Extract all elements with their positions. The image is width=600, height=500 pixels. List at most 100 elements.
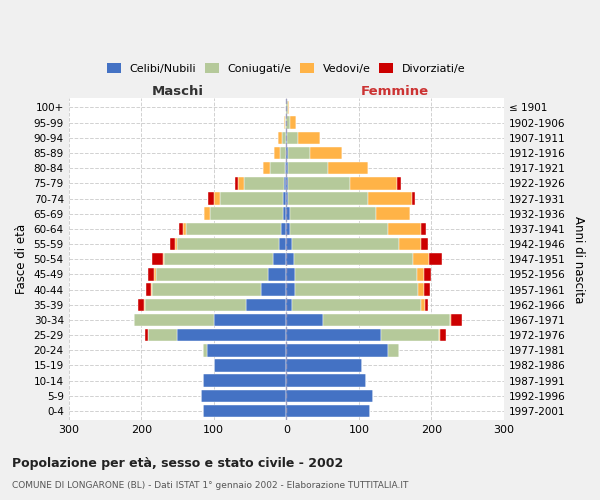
Text: Femmine: Femmine [361,84,429,98]
Bar [286,101,288,114]
Bar [288,162,328,174]
Bar [388,222,421,235]
Bar [154,268,156,280]
Bar [286,177,289,190]
Bar [263,162,271,174]
Bar [429,253,442,266]
Bar [286,329,380,342]
Bar [286,374,366,387]
Bar [238,177,244,190]
Bar [152,253,163,266]
Bar [286,314,323,326]
Text: Popolazione per età, sesso e stato civile - 2002: Popolazione per età, sesso e stato civil… [12,458,343,470]
Bar [286,162,288,174]
Bar [292,238,400,250]
Bar [280,147,286,159]
Bar [271,162,285,174]
Bar [289,177,350,190]
Bar [286,390,373,402]
Bar [220,192,283,204]
Bar [152,284,261,296]
Bar [282,132,286,144]
Bar [290,116,296,129]
Bar [156,268,268,280]
Y-axis label: Anni di nascita: Anni di nascita [572,216,585,303]
Bar [148,329,178,342]
Bar [286,116,290,129]
Bar [323,314,449,326]
Bar [144,298,145,311]
Bar [145,298,247,311]
Bar [178,238,279,250]
Bar [286,238,292,250]
Bar [286,268,295,280]
Bar [283,192,286,204]
Bar [293,253,413,266]
Bar [286,147,288,159]
Bar [214,314,286,326]
Text: Maschi: Maschi [151,84,203,98]
Bar [286,298,292,311]
Bar [400,238,421,250]
Bar [286,344,388,356]
Bar [451,314,462,326]
Legend: Celibi/Nubili, Coniugati/e, Vedovi/e, Divorziati/e: Celibi/Nubili, Coniugati/e, Vedovi/e, Di… [103,59,470,78]
Bar [440,329,446,342]
Bar [412,192,415,204]
Bar [182,222,186,235]
Bar [286,405,370,417]
Bar [289,192,368,204]
Bar [244,177,284,190]
Bar [286,253,293,266]
Text: COMUNE DI LONGARONE (BL) - Dati ISTAT 1° gennaio 2002 - Elaborazione TUTTITALIA.: COMUNE DI LONGARONE (BL) - Dati ISTAT 1°… [12,481,409,490]
Bar [425,298,428,311]
Bar [439,329,440,342]
Bar [278,132,282,144]
Bar [418,284,424,296]
Bar [350,177,397,190]
Bar [295,284,418,296]
Bar [186,222,281,235]
Bar [286,222,290,235]
Bar [273,253,286,266]
Bar [139,298,144,311]
Bar [134,314,214,326]
Bar [397,177,401,190]
Bar [203,405,286,417]
Bar [163,253,164,266]
Bar [298,132,320,144]
Bar [284,116,285,129]
Bar [210,208,283,220]
Bar [175,238,178,250]
Bar [421,238,428,250]
Bar [179,222,182,235]
Bar [380,329,439,342]
Bar [268,268,286,280]
Bar [170,238,175,250]
Bar [281,222,286,235]
Bar [205,208,210,220]
Bar [421,222,427,235]
Bar [214,360,286,372]
Bar [206,344,286,356]
Bar [286,192,289,204]
Bar [261,284,286,296]
Bar [287,132,298,144]
Bar [421,298,425,311]
Bar [201,390,286,402]
Bar [288,101,289,114]
Bar [310,147,342,159]
Bar [208,192,214,204]
Bar [328,162,368,174]
Y-axis label: Fasce di età: Fasce di età [15,224,28,294]
Bar [214,192,220,204]
Bar [290,208,376,220]
Bar [279,238,286,250]
Bar [290,222,388,235]
Bar [424,284,430,296]
Bar [424,268,431,280]
Bar [148,268,154,280]
Bar [274,147,280,159]
Bar [151,284,152,296]
Bar [164,253,273,266]
